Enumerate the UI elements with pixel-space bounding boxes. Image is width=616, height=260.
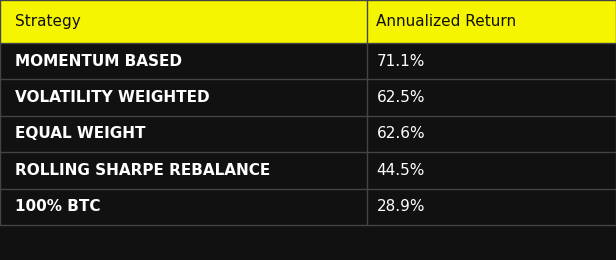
Text: Strategy: Strategy xyxy=(15,14,81,29)
Text: VOLATILITY WEIGHTED: VOLATILITY WEIGHTED xyxy=(15,90,209,105)
Text: MOMENTUM BASED: MOMENTUM BASED xyxy=(15,54,182,69)
FancyBboxPatch shape xyxy=(0,116,616,152)
Text: 44.5%: 44.5% xyxy=(376,163,425,178)
FancyBboxPatch shape xyxy=(0,152,616,188)
Text: 62.6%: 62.6% xyxy=(376,126,425,141)
Text: EQUAL WEIGHT: EQUAL WEIGHT xyxy=(15,126,145,141)
Text: 100% BTC: 100% BTC xyxy=(15,199,100,214)
Text: ROLLING SHARPE REBALANCE: ROLLING SHARPE REBALANCE xyxy=(15,163,270,178)
FancyBboxPatch shape xyxy=(0,79,616,116)
Text: 71.1%: 71.1% xyxy=(376,54,425,69)
FancyBboxPatch shape xyxy=(0,43,616,79)
Text: 28.9%: 28.9% xyxy=(376,199,425,214)
FancyBboxPatch shape xyxy=(0,188,616,225)
Text: 62.5%: 62.5% xyxy=(376,90,425,105)
Text: Annualized Return: Annualized Return xyxy=(376,14,517,29)
FancyBboxPatch shape xyxy=(0,0,616,43)
